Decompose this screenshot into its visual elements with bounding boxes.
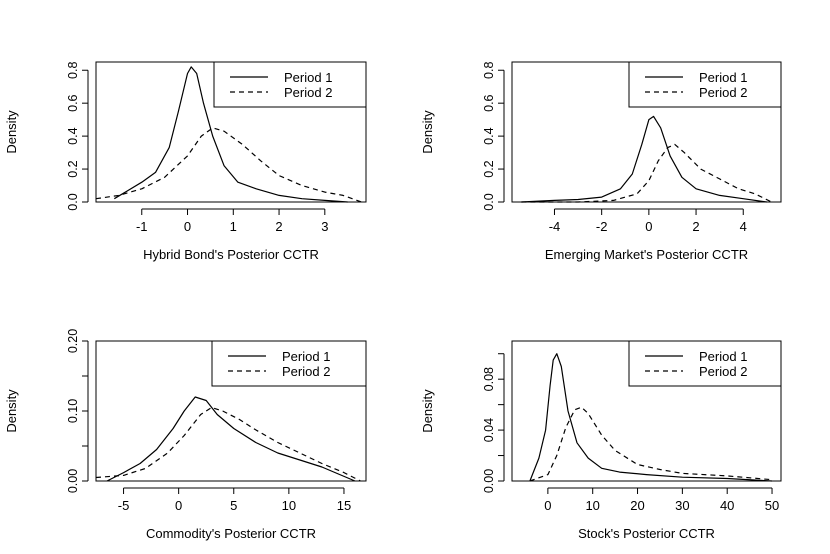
x-tick-label: 30 xyxy=(675,498,689,513)
y-axis-title: Density xyxy=(420,110,435,154)
series-line-1 xyxy=(113,66,348,203)
chart-panel-2: 0.0 0.2 0.4 0.6 0.8 -4 -2 0 2 4 Emerging Market's … xyxy=(420,61,782,262)
y-tick-label: 0.4 xyxy=(66,127,80,144)
x-tick-label: -4 xyxy=(549,219,561,234)
x-tick-label: 0 xyxy=(184,219,191,234)
y-tick-label: 0.8 xyxy=(66,62,80,79)
series-line-2 xyxy=(95,127,362,203)
y-tick-label: 0.00 xyxy=(482,469,496,493)
y-tick-label: 0.2 xyxy=(66,160,80,177)
legend-box xyxy=(628,340,782,387)
y-tick-label: 0.6 xyxy=(66,94,80,111)
legend-label-2: Period 2 xyxy=(284,85,332,100)
legend-label-1: Period 1 xyxy=(282,349,330,364)
x-tick-label: 15 xyxy=(337,498,351,513)
x-tick-label: 40 xyxy=(720,498,734,513)
x-axis-title: Emerging Market's Posterior CCTR xyxy=(545,247,748,262)
x-tick-label: 10 xyxy=(282,498,296,513)
y-tick-label: 0.0 xyxy=(482,193,496,210)
legend-box xyxy=(211,340,367,387)
legend-box xyxy=(213,61,367,108)
x-tick-label: 2 xyxy=(275,219,282,234)
legend-label-1: Period 1 xyxy=(284,70,332,85)
chart-panel-4: 0.00 0.04 0.08 0 10 20 30 40 50 Stock's Posterior… xyxy=(420,340,782,541)
x-tick-label: 20 xyxy=(630,498,644,513)
y-tick-label: 0.08 xyxy=(482,367,496,391)
y-tick-label: 0.4 xyxy=(482,127,496,144)
y-tick-label: 0.20 xyxy=(66,329,80,353)
series-line-1 xyxy=(521,115,767,203)
series-line-1 xyxy=(529,353,773,482)
y-axis-title: Density xyxy=(4,110,19,154)
x-tick-label: -5 xyxy=(118,498,130,513)
x-tick-label: 3 xyxy=(321,219,328,234)
legend-label-1: Period 1 xyxy=(699,70,747,85)
legend-label-1: Period 1 xyxy=(699,349,747,364)
y-axis-title: Density xyxy=(420,389,435,433)
x-tick-label: 0 xyxy=(175,498,182,513)
y-tick-label: 0.00 xyxy=(66,469,80,493)
x-tick-label: 5 xyxy=(230,498,237,513)
x-tick-label: -2 xyxy=(596,219,608,234)
y-tick-label: 0.8 xyxy=(482,62,496,79)
x-tick-label: 2 xyxy=(692,219,699,234)
y-axis-title: Density xyxy=(4,389,19,433)
x-tick-label: 4 xyxy=(740,219,747,234)
chart-panel-3: 0.00 0.10 0.20 -5 0 5 10 15 Commodity's Posterio… xyxy=(4,329,367,541)
y-tick-label: 0.04 xyxy=(482,418,496,442)
x-tick-label: 0 xyxy=(645,219,652,234)
x-tick-label: -1 xyxy=(136,219,148,234)
y-tick-label: 0.2 xyxy=(482,160,496,177)
x-axis-title: Hybrid Bond's Posterior CCTR xyxy=(143,247,319,262)
x-axis-title: Stock's Posterior CCTR xyxy=(578,526,715,541)
legend-label-2: Period 2 xyxy=(699,85,747,100)
x-tick-label: 1 xyxy=(230,219,237,234)
legend-label-2: Period 2 xyxy=(699,364,747,379)
series-line-2 xyxy=(521,143,772,203)
x-tick-label: 10 xyxy=(585,498,599,513)
series-line-2 xyxy=(95,406,361,482)
legend-box xyxy=(628,61,782,108)
x-tick-label: 50 xyxy=(765,498,779,513)
x-axis-title: Commodity's Posterior CCTR xyxy=(146,526,316,541)
y-tick-label: 0.6 xyxy=(482,94,496,111)
legend-label-2: Period 2 xyxy=(282,364,330,379)
series-line-1 xyxy=(106,396,356,482)
x-tick-label: 0 xyxy=(544,498,551,513)
y-tick-label: 0.10 xyxy=(66,399,80,423)
y-tick-label: 0.0 xyxy=(66,193,80,210)
series-line-2 xyxy=(529,406,773,482)
